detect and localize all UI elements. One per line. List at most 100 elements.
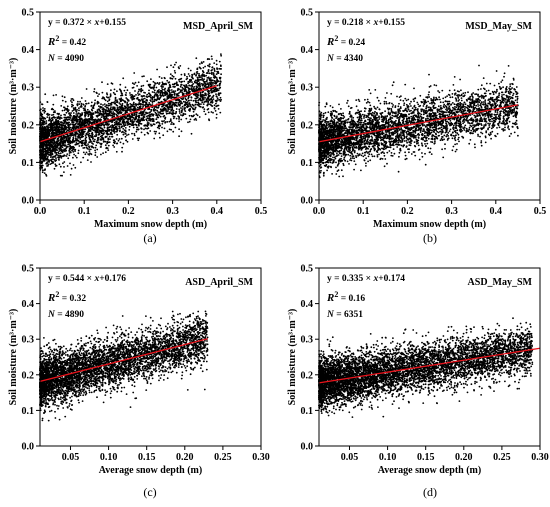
- data-point: [165, 111, 168, 113]
- data-point: [199, 78, 202, 81]
- data-point: [57, 121, 60, 123]
- data-point: [56, 126, 59, 128]
- data-point: [113, 88, 116, 91]
- data-point: [64, 128, 67, 131]
- data-point: [149, 93, 152, 96]
- data-point: [209, 83, 212, 85]
- data-point: [488, 126, 491, 128]
- data-point: [82, 151, 85, 154]
- data-point: [60, 140, 62, 143]
- data-point: [189, 108, 192, 111]
- data-point: [153, 100, 156, 103]
- data-point: [156, 126, 159, 129]
- data-point: [140, 85, 143, 88]
- data-point: [143, 91, 145, 94]
- data-point: [76, 138, 79, 141]
- data-point: [112, 91, 115, 94]
- data-point: [142, 105, 145, 108]
- data-point: [219, 80, 222, 83]
- data-point: [108, 99, 111, 102]
- data-point: [148, 112, 151, 114]
- data-point: [122, 77, 125, 80]
- data-point: [455, 106, 458, 109]
- data-point: [121, 131, 123, 134]
- data-point: [168, 89, 171, 92]
- data-point: [199, 105, 202, 108]
- data-point: [144, 124, 146, 127]
- data-point: [77, 139, 80, 142]
- data-point: [188, 120, 191, 123]
- sample-size: N = 4090: [47, 54, 84, 64]
- data-point: [172, 66, 175, 69]
- data-point: [112, 111, 115, 113]
- data-point: [111, 112, 114, 115]
- data-point: [141, 118, 144, 121]
- data-point: [181, 105, 184, 108]
- data-point: [131, 114, 134, 117]
- data-point: [151, 113, 153, 116]
- data-point: [45, 162, 48, 165]
- data-point: [124, 105, 127, 108]
- data-point: [49, 151, 51, 154]
- data-point: [120, 94, 122, 97]
- data-point: [75, 113, 78, 115]
- data-point: [113, 119, 116, 122]
- data-point: [209, 79, 212, 82]
- data-point: [41, 120, 44, 122]
- data-point: [139, 89, 141, 91]
- data-point: [122, 133, 125, 136]
- data-point: [122, 99, 124, 102]
- data-point: [145, 124, 148, 127]
- data-point: [40, 135, 43, 138]
- data-point: [354, 163, 357, 166]
- data-point: [220, 68, 223, 70]
- data-point: [187, 97, 190, 100]
- data-point: [61, 141, 64, 144]
- data-point: [155, 113, 158, 115]
- data-point: [386, 125, 388, 127]
- data-point: [178, 80, 181, 83]
- data-point: [95, 135, 97, 138]
- data-point: [173, 63, 176, 66]
- data-point: [116, 107, 119, 109]
- data-point: [123, 120, 125, 123]
- data-point: [216, 80, 219, 83]
- data-point: [111, 108, 113, 111]
- data-point: [120, 107, 123, 109]
- data-point: [70, 112, 72, 114]
- data-point: [155, 106, 158, 108]
- data-point: [85, 111, 88, 114]
- data-point: [166, 79, 169, 82]
- data-point: [469, 139, 472, 141]
- data-point: [153, 123, 156, 126]
- data-point: [185, 92, 188, 95]
- data-point: [107, 96, 110, 99]
- data-point: [113, 109, 116, 111]
- data-point: [89, 113, 92, 116]
- data-point: [156, 68, 159, 71]
- data-point: [218, 67, 221, 70]
- data-point: [131, 82, 134, 85]
- data-point: [51, 125, 53, 128]
- data-point: [61, 99, 64, 102]
- data-point: [460, 89, 462, 92]
- data-point: [138, 137, 141, 140]
- data-point: [78, 103, 81, 105]
- data-point: [64, 118, 67, 121]
- data-point: [107, 107, 110, 110]
- data-point: [124, 111, 127, 114]
- data-point: [201, 77, 204, 80]
- data-point: [57, 115, 60, 118]
- data-point: [419, 94, 422, 97]
- data-point: [175, 99, 178, 102]
- data-point: [72, 128, 75, 131]
- data-point: [102, 141, 105, 143]
- data-point: [470, 129, 473, 132]
- data-point: [85, 141, 87, 144]
- data-point: [97, 126, 100, 129]
- data-point: [106, 114, 109, 117]
- data-point: [179, 65, 182, 67]
- data-point: [113, 102, 116, 105]
- data-point: [102, 133, 105, 136]
- data-point: [146, 123, 149, 125]
